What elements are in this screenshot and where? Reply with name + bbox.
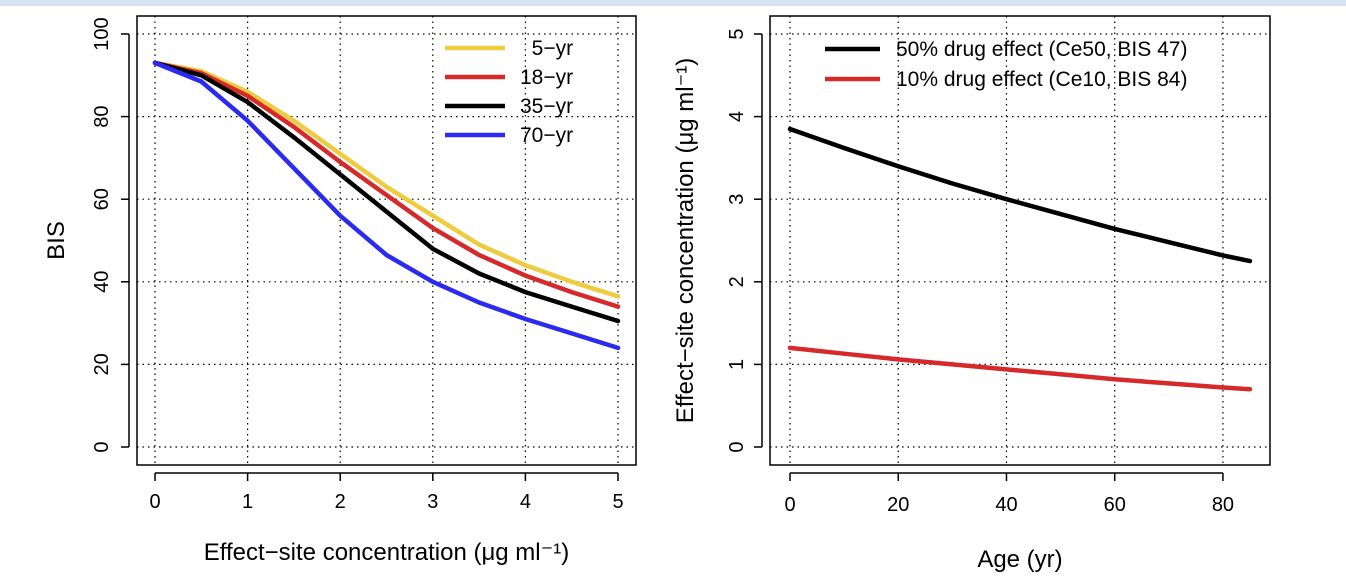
series-line-3 [152, 60, 621, 351]
legend-label-0: 5−yr [520, 37, 573, 60]
y-tick-label: 40 [91, 271, 113, 293]
y-tick-label: 80 [91, 105, 113, 127]
y-tick-label: 100 [91, 17, 113, 50]
x-tick-label: 20 [887, 494, 909, 516]
legend-label-2: 35−yr [520, 95, 573, 118]
y-tick-label: 2 [726, 276, 748, 287]
y-tick-label: 5 [726, 28, 748, 39]
x-tick-label: 0 [784, 494, 795, 516]
series-line-0 [152, 60, 621, 299]
y-tick-label: 20 [91, 353, 113, 375]
plot-frame [136, 15, 637, 466]
x-tick-label: 3 [427, 491, 438, 513]
top-accent-bar [0, 0, 1346, 6]
series-line-1 [787, 345, 1253, 392]
y-tick-label: 3 [726, 194, 748, 205]
panel-concentration-vs-age: 0 20 40 60 80 0 1 2 3 4 5 Age (yr) Effect−site conce… [672, 15, 1271, 573]
y-tick-label: 60 [91, 188, 113, 210]
x-tick-label: 60 [1104, 494, 1126, 516]
series-line-2 [152, 60, 621, 324]
plot-frame [769, 15, 1271, 466]
x-tick-label: 4 [520, 491, 531, 513]
y-tick-label: 0 [726, 441, 748, 452]
y-tick-label: 0 [91, 441, 113, 452]
y-axis-label: BIS [43, 221, 70, 260]
legend-label-0: 50% drug effect (Ce50, BIS 47) [896, 38, 1187, 61]
legend-label-3: 70−yr [520, 124, 573, 147]
legend-label-1: 10% drug effect (Ce10, BIS 84) [896, 68, 1187, 91]
x-tick-label: 2 [335, 491, 346, 513]
panel-bis-vs-concentration: 0 1 2 3 4 5 0 20 40 60 80 100 Effect−site concentrat… [43, 15, 637, 566]
x-tick-label: 1 [242, 491, 253, 513]
y-axis-label: Effect−site concentration (μg ml⁻¹) [672, 58, 699, 424]
y-tick-label: 1 [726, 359, 748, 370]
x-axis-label: Effect−site concentration (μg ml⁻¹) [204, 539, 570, 566]
x-tick-label: 5 [612, 491, 623, 513]
series-line-1 [152, 60, 621, 309]
legend-label-1: 18−yr [520, 66, 573, 89]
x-axis-label: Age (yr) [977, 546, 1062, 573]
y-tick-label: 4 [726, 111, 748, 122]
x-tick-label: 0 [149, 491, 160, 513]
series-line-0 [787, 126, 1253, 264]
x-tick-label: 40 [995, 494, 1017, 516]
x-tick-label: 80 [1212, 494, 1234, 516]
